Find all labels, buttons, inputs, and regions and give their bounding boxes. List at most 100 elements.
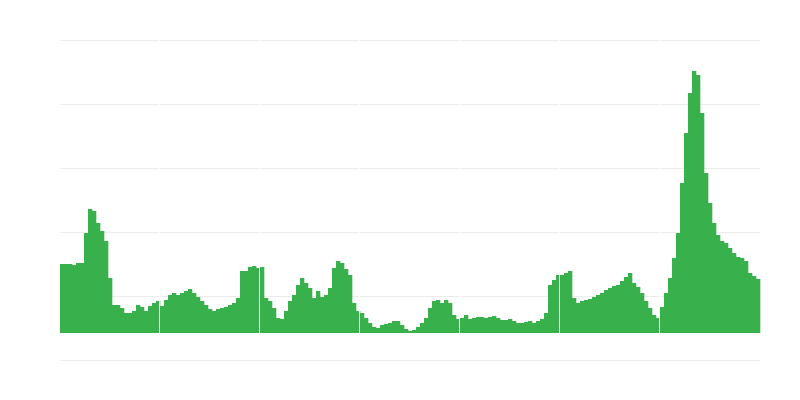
bar <box>756 279 761 333</box>
bar <box>184 291 189 333</box>
bar <box>272 308 277 333</box>
bar <box>588 299 593 333</box>
bar <box>580 301 585 333</box>
bar <box>380 325 385 333</box>
bar <box>344 269 349 333</box>
bar <box>608 288 613 333</box>
bar <box>216 309 221 333</box>
bar <box>636 287 641 333</box>
bar <box>392 321 397 333</box>
bar <box>496 318 501 333</box>
bar <box>428 308 433 333</box>
bar <box>320 297 325 333</box>
bar <box>572 298 577 333</box>
bar <box>356 311 361 333</box>
bar <box>648 308 653 333</box>
bar <box>268 301 273 333</box>
bar <box>492 316 497 333</box>
bar <box>532 323 537 333</box>
bar <box>220 308 225 333</box>
bar <box>292 295 297 333</box>
bar <box>164 300 169 333</box>
bar <box>448 303 453 333</box>
bar <box>108 278 113 333</box>
bar <box>112 305 117 333</box>
bar <box>728 248 733 333</box>
bar <box>508 319 513 333</box>
bar <box>672 258 677 333</box>
bar <box>592 297 597 333</box>
bar <box>700 113 705 333</box>
bar <box>480 317 485 333</box>
bar <box>484 318 489 333</box>
bar <box>120 308 125 333</box>
bar <box>740 258 745 333</box>
bar <box>704 173 709 333</box>
bar <box>196 297 201 333</box>
bar <box>336 261 341 333</box>
bar <box>208 309 213 333</box>
bar <box>628 273 633 333</box>
bar <box>152 303 157 333</box>
bar <box>552 280 557 333</box>
bar <box>176 295 181 333</box>
bar <box>368 323 373 333</box>
bar <box>408 331 413 333</box>
bar <box>192 293 197 333</box>
bar <box>264 298 269 333</box>
bar <box>424 318 429 333</box>
bar <box>172 293 177 333</box>
bar <box>212 311 217 333</box>
bar <box>180 293 185 333</box>
bar <box>396 321 401 333</box>
bar <box>308 288 313 333</box>
bar <box>328 288 333 333</box>
bar <box>248 267 253 333</box>
bar <box>736 257 741 333</box>
bar <box>752 276 757 333</box>
bar <box>324 295 329 333</box>
bar <box>68 264 73 333</box>
bar <box>104 241 109 333</box>
bar <box>388 323 393 333</box>
bar <box>188 289 193 333</box>
bar <box>712 223 717 333</box>
bar <box>692 71 697 333</box>
bar <box>600 293 605 333</box>
bar <box>116 305 121 333</box>
bar <box>564 273 569 333</box>
bar <box>748 273 753 333</box>
bar <box>640 293 645 333</box>
bar <box>260 267 265 333</box>
bar <box>660 307 665 333</box>
bar <box>128 313 133 333</box>
bar <box>568 271 573 333</box>
bar <box>364 318 369 333</box>
bar <box>148 306 153 333</box>
bar <box>732 253 737 333</box>
bar <box>540 319 545 333</box>
bar <box>60 264 65 333</box>
bar <box>376 328 381 333</box>
bar <box>400 325 405 333</box>
bar <box>524 322 529 333</box>
bar <box>420 323 425 333</box>
bar <box>560 275 565 333</box>
bar <box>708 203 713 333</box>
bar <box>668 278 673 333</box>
bar <box>284 311 289 333</box>
bar <box>316 291 321 333</box>
bar <box>92 211 97 333</box>
bar <box>340 263 345 333</box>
bar <box>360 313 365 333</box>
bar <box>384 324 389 333</box>
bar <box>244 271 249 333</box>
bar <box>140 307 145 333</box>
bar <box>332 268 337 333</box>
bar <box>676 233 681 333</box>
bar <box>352 303 357 333</box>
bar <box>464 315 469 333</box>
bar <box>620 281 625 333</box>
bar <box>452 315 457 333</box>
